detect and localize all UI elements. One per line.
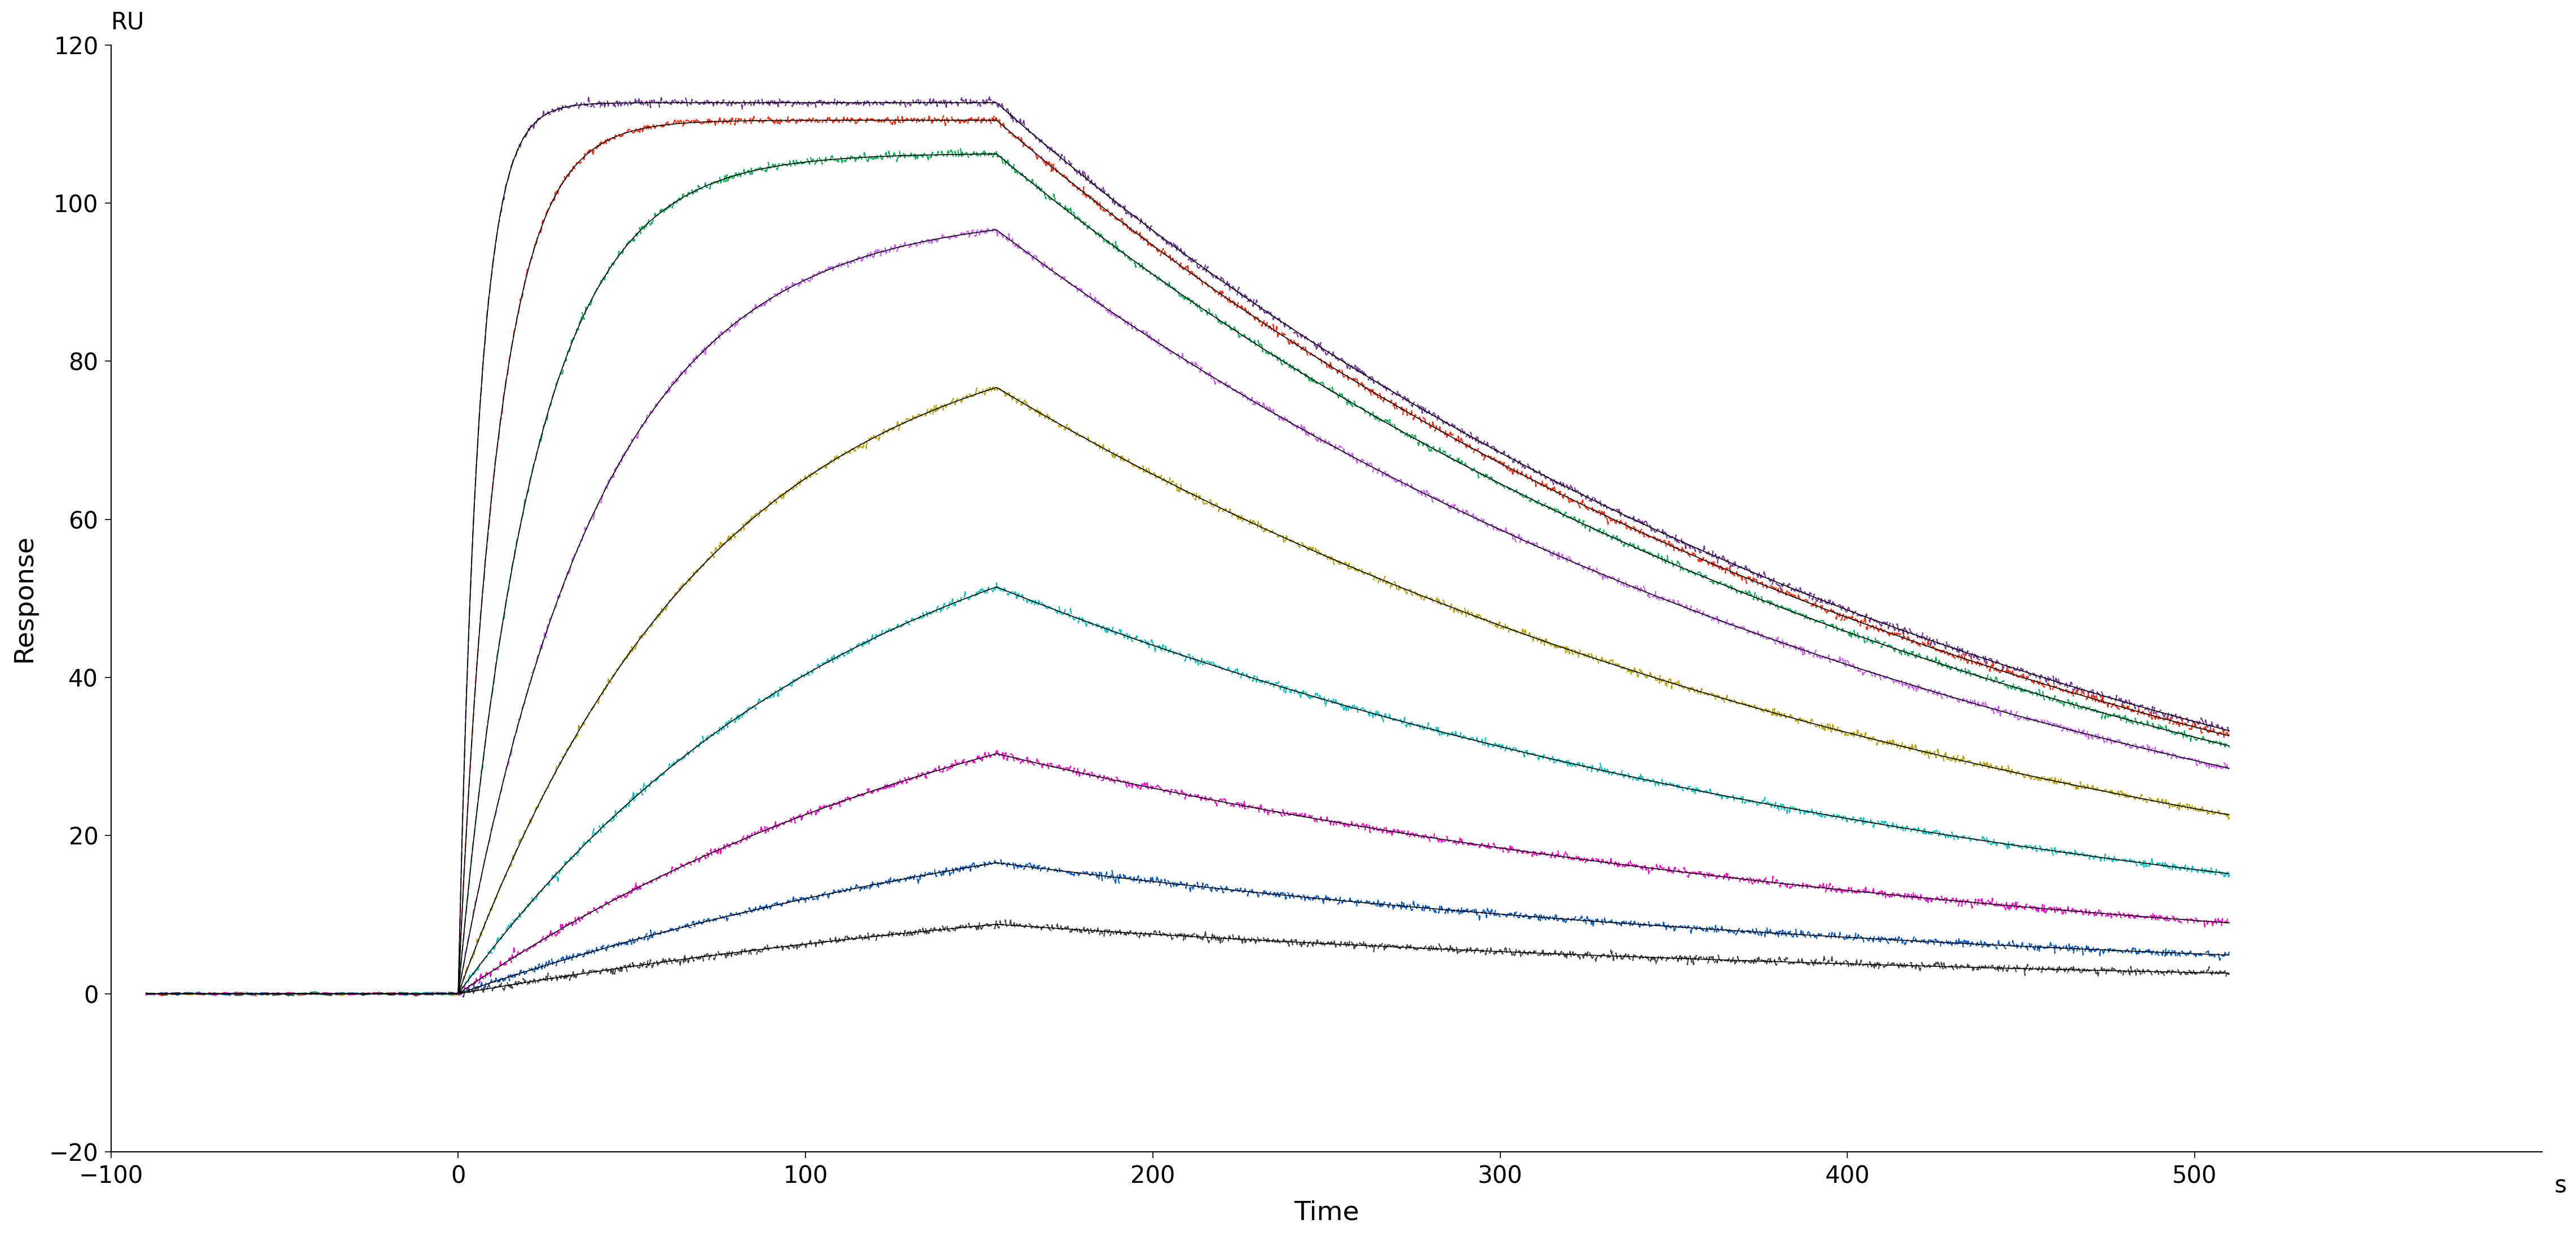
- Y-axis label: Response: Response: [13, 534, 36, 663]
- Text: s: s: [2555, 1174, 2566, 1197]
- X-axis label: Time: Time: [1293, 1200, 1360, 1226]
- Text: RU: RU: [111, 10, 144, 33]
